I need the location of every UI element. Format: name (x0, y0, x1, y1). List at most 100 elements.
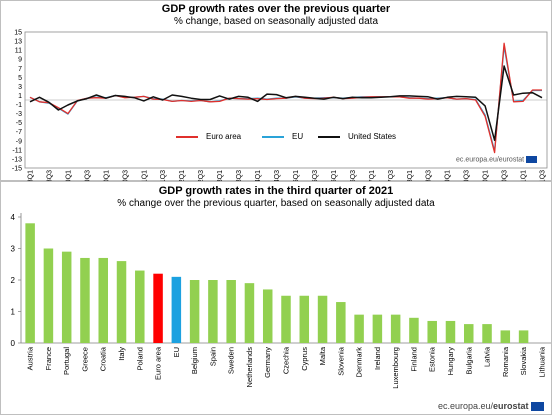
line-x-tick-label: 2008Q1 (28, 170, 35, 182)
bar-slovenia (336, 302, 346, 343)
line-x-tick-label: 2014Q1 (255, 170, 262, 182)
line-x-tick-label: 2019Q1 (445, 170, 452, 182)
line-y-tick-label: 3 (18, 84, 22, 91)
bar-x-tick-label: Slovenia (336, 346, 345, 376)
bar-chart-subtitle: % change over the previous quarter, base… (117, 198, 435, 209)
bar-chart-title: GDP growth rates in the third quarter of… (158, 185, 394, 197)
bar-x-tick-label: Sweden (227, 347, 236, 374)
line-series-united-states (29, 65, 543, 142)
line-x-tick-label: 2018Q1 (407, 170, 414, 182)
bar-x-tick-label: Netherlands (245, 347, 254, 388)
eu-flag-icon-bottom (530, 402, 544, 412)
line-y-tick-label: -5 (16, 120, 22, 127)
bar-x-tick-label: Czechia (282, 346, 291, 374)
bar-x-tick-label: Portugal (62, 347, 71, 375)
bar-belgium (189, 280, 200, 343)
bar-x-tick-label: Lithuania (537, 346, 546, 377)
bar-sweden (226, 280, 236, 343)
line-x-tick-label: 2012Q1 (179, 170, 186, 182)
line-y-tick-label: 9 (18, 57, 22, 64)
bar-france (43, 248, 54, 343)
eu-flag-icon (526, 156, 538, 163)
bar-greece (80, 257, 90, 343)
bar-denmark (354, 314, 364, 343)
line-x-tick-label: 2020Q1 (483, 170, 490, 182)
line-y-tick-label: -13 (12, 156, 22, 163)
legend-label-eu: EU (292, 132, 304, 141)
line-chart-source: ec.europa.eu/eurostat (456, 156, 538, 164)
bar-x-tick-label: Croatia (99, 346, 108, 371)
bar-x-tick-label: Latvia (483, 346, 492, 367)
line-x-tick-label: 2019Q3 (464, 170, 471, 182)
bar-czechia (281, 295, 291, 343)
bar-portugal (61, 251, 72, 343)
line-x-tick-label: 2018Q3 (426, 170, 433, 182)
bar-chart-plot: 0 1 2 3 4 Austria France Portugal Greece Croatia… (11, 213, 551, 389)
bar-x-tick-label: Denmark (355, 347, 364, 378)
line-x-tick-label: 2016Q1 (331, 170, 338, 182)
bar-luxembourg (390, 314, 401, 343)
line-x-tick-label: 2015Q1 (293, 170, 300, 182)
bar-chart-panel: GDP growth rates in the third quarter of… (0, 181, 552, 415)
bar-x-tick-label: Slovakia (519, 346, 528, 375)
bar-x-tick-label: Bulgaria (464, 346, 473, 374)
bar-chart-source: ec.europa.eu/eurostat (438, 401, 544, 412)
line-y-tick-label: 15 (14, 30, 22, 37)
line-x-tick-label: 2012Q3 (198, 170, 205, 182)
line-y-tick-label: 5 (18, 75, 22, 82)
bar-y-tick-label: 0 (11, 339, 16, 348)
line-y-tick-label: -9 (16, 138, 22, 145)
bar-chart-source-brand: eurostat (493, 401, 529, 411)
bar-romania (500, 330, 511, 343)
line-chart-source-text: ec.europa.eu/eurostat (456, 156, 525, 164)
line-y-tick-label: -15 (12, 166, 22, 173)
line-x-tick-label: 2016Q3 (350, 170, 357, 182)
bar-eu (171, 276, 182, 343)
bar-croatia (98, 257, 108, 343)
bar-chart-source-prefix: ec.europa.eu/ (438, 401, 494, 411)
bar-germany (262, 289, 273, 343)
line-x-tick-label: 2021Q1 (521, 170, 528, 182)
bar-finland (409, 317, 419, 343)
bar-x-tick-label: Austria (26, 346, 35, 370)
bar-malta (317, 295, 328, 343)
bar-y-tick-label: 3 (11, 245, 16, 254)
bar-x-tick-label: Spain (208, 347, 217, 366)
line-y-tick-label: -3 (16, 111, 22, 118)
bar-x-tick-label: Ireland (373, 347, 382, 370)
line-x-tick-label: 2020Q3 (502, 170, 509, 182)
bar-x-tick-label: Hungary (446, 347, 455, 376)
line-y-tick-label: 13 (14, 39, 22, 46)
bar-x-tick-label: Romania (501, 346, 510, 377)
bar-x-tick-label: Malta (318, 346, 327, 365)
bar-estonia (427, 320, 437, 343)
line-y-tick-label: 11 (15, 48, 22, 55)
bar-euro-area (153, 273, 163, 343)
line-x-tick-label: 2017Q1 (369, 170, 376, 182)
line-y-tick-label: -1 (16, 102, 22, 109)
bar-italy (116, 261, 127, 343)
legend-swatch-united-states (318, 135, 340, 138)
bar-x-tick-label: Cyprus (300, 347, 309, 371)
line-chart-title: GDP growth rates over the previous quart… (161, 3, 391, 15)
bar-x-tick-label: Finland (409, 347, 418, 372)
bar-spain (208, 280, 218, 343)
line-y-tick-label: -11 (12, 147, 22, 154)
line-y-tick-label: 7 (18, 66, 22, 73)
bar-poland (135, 270, 145, 343)
bar-x-tick-label: Estonia (428, 346, 437, 372)
bar-ireland (372, 314, 383, 343)
line-chart-subtitle: % change, based on seasonally adjusted d… (173, 16, 379, 27)
bar-hungary (445, 320, 456, 343)
legend-swatch-euro-area (176, 135, 198, 138)
line-x-tick-label: 2013Q3 (236, 170, 243, 182)
bar-y-tick-label: 1 (11, 308, 16, 317)
line-chart-panel: GDP growth rates over the previous quart… (0, 0, 552, 182)
line-x-tick-label: 2010Q1 (103, 170, 110, 182)
line-x-tick-label: 2011Q1 (141, 170, 148, 182)
line-x-tick-label: 2008Q3 (46, 170, 53, 182)
line-x-tick-label: 2013Q1 (217, 170, 224, 182)
line-x-tick-label: 2009Q3 (84, 170, 91, 182)
legend-label-euro-area: Euro area (206, 132, 242, 141)
line-x-tick-label: 2015Q3 (312, 170, 319, 182)
